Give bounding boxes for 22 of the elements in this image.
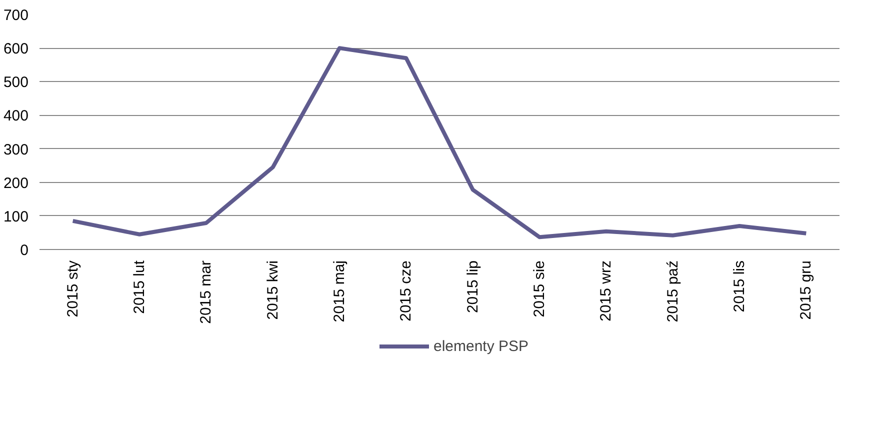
y-tick-label: 300	[3, 141, 29, 158]
y-tick-label: 500	[3, 74, 29, 92]
x-tick-label: 2015 paź	[664, 260, 682, 322]
line-series	[70, 46, 808, 240]
x-tick-label: 2015 lis	[731, 260, 748, 312]
x-tick-label: 2015 sty	[64, 260, 82, 318]
x-tick-label: 2015 lip	[464, 260, 482, 314]
y-tick-label: 700	[3, 7, 29, 24]
x-tick-label: 2015 gru	[798, 260, 815, 320]
x-tick-label: 2015 sie	[531, 260, 548, 318]
y-tick-label: 0	[20, 242, 28, 259]
y-tick-label: 200	[3, 174, 29, 192]
x-tick-label: 2015 kwi	[264, 260, 282, 320]
y-tick-label: 100	[3, 208, 29, 226]
x-tick-label: 2015 mar	[198, 260, 215, 324]
x-tick-label: 2015 wrz	[598, 260, 615, 322]
legend-label: elementy PSP	[433, 338, 529, 354]
x-tick-label: 2015 lut	[131, 260, 148, 314]
y-tick-label: 600	[3, 40, 29, 58]
x-tick-label: 2015 cze	[398, 260, 415, 322]
y-tick-label: 400	[3, 108, 29, 125]
x-tick-label: 2015 maj	[331, 260, 348, 322]
